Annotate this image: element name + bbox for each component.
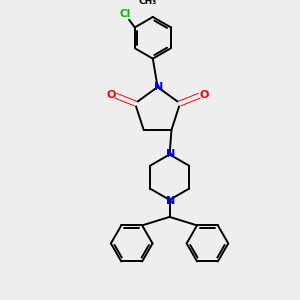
Text: O: O [199, 90, 208, 100]
Text: O: O [107, 90, 116, 100]
Text: N: N [154, 82, 163, 92]
Text: N: N [166, 148, 175, 158]
Text: CH₃: CH₃ [138, 0, 156, 6]
Text: Cl: Cl [120, 9, 131, 19]
Text: N: N [166, 196, 175, 206]
